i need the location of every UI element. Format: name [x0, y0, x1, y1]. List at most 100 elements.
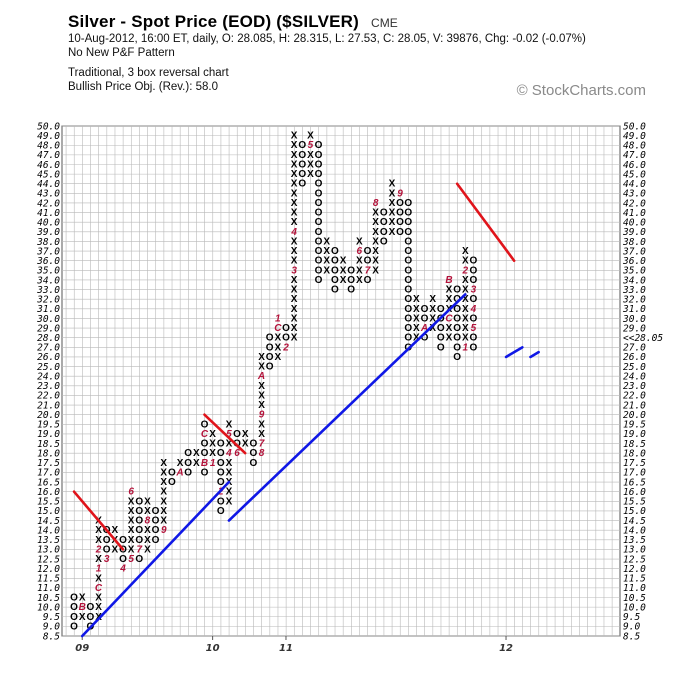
month-marker: 8 [259, 448, 265, 459]
x-box: X [291, 208, 298, 219]
x-box: X [291, 179, 298, 190]
o-box: O [470, 342, 478, 353]
y-tick-label-left: 34.0 [36, 275, 60, 286]
x-box: X [128, 535, 135, 546]
month-marker: C [274, 323, 282, 334]
support-trendline [504, 346, 524, 359]
x-box: X [291, 169, 298, 180]
y-tick-label-left: 35.0 [36, 266, 60, 277]
o-box: O [380, 208, 388, 219]
x-box: X [291, 256, 298, 267]
x-box: X [258, 419, 265, 430]
x-box: X [356, 256, 363, 267]
y-tick-label-right: 45.0 [623, 169, 646, 180]
y-tick-label-right: 27.0 [623, 343, 646, 354]
y-tick-label-left: 16.5 [37, 477, 60, 488]
x-box: X [462, 304, 469, 315]
x-box: X [446, 285, 453, 296]
x-box: X [462, 323, 469, 334]
y-tick-label-left: 41.0 [37, 208, 60, 219]
o-box: O [135, 525, 143, 536]
support-trendline [529, 350, 540, 359]
y-tick-label-right: 30.0 [622, 314, 646, 325]
x-box: X [307, 150, 314, 161]
x-box: X [356, 275, 363, 286]
y-tick-label-right: 10.0 [623, 602, 646, 613]
month-marker: B [201, 458, 208, 469]
o-box: O [103, 544, 111, 555]
x-box: X [323, 256, 330, 267]
x-box: X [79, 593, 86, 604]
y-tick-label-right: 31.0 [622, 304, 646, 315]
x-box: X [291, 275, 298, 286]
x-tick-label: 11 [279, 643, 293, 654]
month-marker: 4 [470, 304, 477, 315]
x-box: X [160, 516, 167, 527]
y-tick-label-left: 23.0 [37, 381, 60, 392]
o-box: O [298, 159, 306, 170]
pnf-columns: OOOOXBXOOOXXXCX1X2XXX3OOOXXX4OOO5XXXXXX6… [70, 131, 477, 633]
x-box: X [372, 246, 379, 257]
o-box: O [152, 516, 160, 527]
y-tick-label-right: 29.0 [623, 323, 646, 334]
y-tick-label-right: 50.0 [623, 121, 646, 132]
x-box: X [291, 217, 298, 228]
o-box: O [470, 313, 478, 324]
y-tick-label-left: 24.0 [37, 371, 60, 382]
y-tick-label-left: 22.0 [37, 391, 60, 402]
o-box: O [315, 140, 323, 151]
resistance-trendline [455, 182, 516, 263]
o-box: O [437, 333, 445, 344]
o-box: O [119, 535, 127, 546]
o-box: O [315, 246, 323, 257]
o-box: O [184, 448, 192, 459]
o-box: O [249, 439, 257, 450]
month-marker: 2 [282, 342, 289, 353]
o-box: O [315, 236, 323, 247]
y-tick-label-right: 43.0 [623, 189, 646, 200]
x-box: X [160, 487, 167, 498]
x-box: X [242, 429, 249, 440]
o-box: O [453, 333, 461, 344]
y-tick-label-right: 19.0 [623, 429, 646, 440]
o-box: O [266, 342, 274, 353]
o-box: O [184, 458, 192, 469]
o-box: O [298, 150, 306, 161]
o-box: O [396, 227, 404, 238]
o-box: O [470, 265, 478, 276]
o-box: O [201, 467, 209, 478]
o-box: O [404, 333, 412, 344]
o-box: O [315, 188, 323, 199]
x-box: X [128, 525, 135, 536]
x-box: X [340, 275, 347, 286]
o-box: O [421, 313, 429, 324]
y-tick-label-right: 18.0 [623, 448, 646, 459]
y-tick-label-right: 34.0 [622, 275, 646, 286]
o-box: O [404, 217, 412, 228]
y-tick-label-left: 47.0 [37, 150, 60, 161]
month-marker: 1 [210, 458, 216, 469]
chart-header: Silver - Spot Price (EOD) ($SILVER) CME … [68, 12, 688, 94]
x-box: X [291, 294, 298, 305]
x-box: X [291, 131, 298, 142]
x-box: X [307, 169, 314, 180]
month-marker: 1 [462, 342, 468, 353]
o-box: O [315, 217, 323, 228]
x-box: X [209, 429, 216, 440]
o-box: O [315, 198, 323, 209]
x-box: X [307, 159, 314, 170]
x-box: X [323, 246, 330, 257]
x-box: X [323, 265, 330, 276]
y-tick-label-left: 27.0 [37, 343, 60, 354]
x-box: X [258, 429, 265, 440]
y-tick-label-left: 15.0 [37, 506, 60, 517]
y-tick-label-left: 21.0 [37, 400, 60, 411]
o-box: O [347, 285, 355, 296]
month-marker: 3 [104, 554, 110, 565]
y-tick-label-left: 9.0 [43, 622, 60, 633]
month-marker: C [95, 583, 103, 594]
o-box: O [404, 265, 412, 276]
y-tick-label-left: 48.0 [37, 141, 60, 152]
y-tick-label-left: 8.5 [43, 631, 60, 642]
